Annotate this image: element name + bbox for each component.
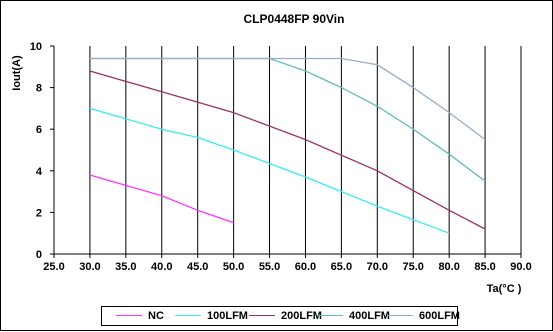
chart-title: CLP0448FP 90Vin bbox=[244, 12, 345, 26]
y-tick-label: 0 bbox=[36, 249, 42, 261]
x-tick-label: 45.0 bbox=[187, 261, 208, 273]
y-tick-label: 2 bbox=[36, 207, 42, 219]
legend: NC 100LFM 200LFM 400LFM 600LFM bbox=[101, 306, 460, 326]
y-tick-label: 6 bbox=[36, 124, 42, 136]
x-tick-label: 80.0 bbox=[438, 261, 459, 273]
y-tick-label: 8 bbox=[36, 83, 42, 95]
legend-swatch-200lfm bbox=[249, 314, 275, 316]
legend-label-nc: NC bbox=[148, 310, 164, 322]
series-line-200lfm bbox=[89, 70, 486, 230]
x-tick-label: 40.0 bbox=[151, 261, 172, 273]
x-tick-label: 90.0 bbox=[510, 261, 531, 273]
x-tick-label: 70.0 bbox=[367, 261, 388, 273]
x-tick-label: 65.0 bbox=[331, 261, 352, 273]
series-layer bbox=[89, 57, 486, 234]
y-tick-label: 10 bbox=[30, 41, 42, 53]
x-tick-label: 85.0 bbox=[474, 261, 495, 273]
x-axis-label: Ta(°C ) bbox=[487, 283, 522, 295]
x-tick-label: 50.0 bbox=[223, 261, 244, 273]
legend-swatch-100lfm bbox=[175, 314, 201, 316]
x-tick-label: 55.0 bbox=[259, 261, 280, 273]
legend-item-nc: NC bbox=[116, 309, 164, 323]
series-line-600lfm bbox=[89, 57, 486, 141]
legend-label-200lfm: 200LFM bbox=[281, 310, 322, 322]
series-line-100lfm bbox=[89, 107, 450, 234]
legend-label-600lfm: 600LFM bbox=[419, 310, 460, 322]
legend-item-100lfm: 100LFM bbox=[175, 309, 248, 323]
series-line-400lfm bbox=[89, 57, 486, 182]
legend-swatch-400lfm bbox=[317, 314, 343, 316]
axes-layer bbox=[50, 45, 522, 258]
x-tick-label: 75.0 bbox=[403, 261, 424, 273]
grid-layer bbox=[89, 46, 522, 254]
legend-swatch-600lfm bbox=[387, 314, 413, 316]
legend-item-200lfm: 200LFM bbox=[249, 309, 322, 323]
x-tick-label: 25.0 bbox=[43, 261, 64, 273]
legend-label-100lfm: 100LFM bbox=[207, 310, 248, 322]
series-line-nc bbox=[89, 174, 234, 224]
legend-swatch-nc bbox=[116, 314, 142, 316]
y-axis-label: Iout(A) bbox=[11, 55, 23, 91]
legend-item-400lfm: 400LFM bbox=[317, 309, 390, 323]
legend-item-600lfm: 600LFM bbox=[387, 309, 460, 323]
x-tick-label: 30.0 bbox=[79, 261, 100, 273]
x-tick-label: 60.0 bbox=[295, 261, 316, 273]
legend-label-400lfm: 400LFM bbox=[349, 310, 390, 322]
x-tick-label: 35.0 bbox=[115, 261, 136, 273]
ticks-layer: 25.0 30.0 35.0 40.0 45.0 50.0 55.0 60.0 65.0 70.0… bbox=[30, 41, 532, 273]
y-tick-label: 4 bbox=[36, 166, 43, 178]
